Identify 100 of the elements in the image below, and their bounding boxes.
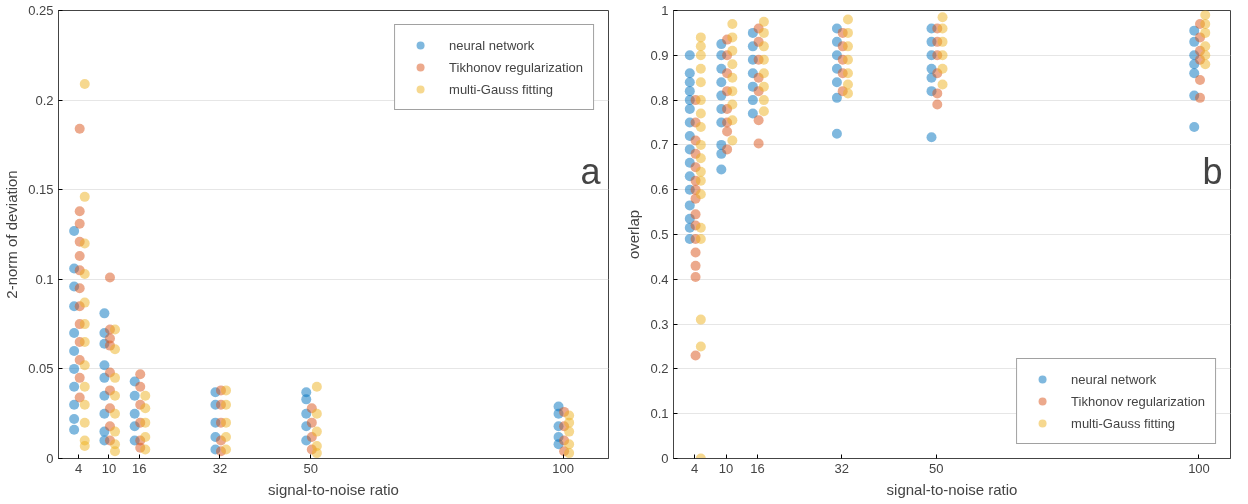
point bbox=[110, 390, 121, 401]
point bbox=[937, 63, 948, 74]
y-tick-label: 0.1 bbox=[35, 271, 54, 287]
x-tick-label: 50 bbox=[303, 460, 319, 476]
y-tick-label: 0.4 bbox=[650, 271, 669, 287]
point bbox=[140, 403, 151, 414]
point bbox=[758, 106, 769, 117]
point bbox=[221, 417, 232, 428]
point bbox=[842, 27, 853, 38]
point bbox=[69, 414, 80, 425]
point bbox=[727, 32, 738, 43]
point bbox=[311, 381, 322, 392]
point bbox=[695, 166, 706, 177]
point bbox=[79, 337, 90, 348]
point bbox=[1200, 50, 1211, 61]
point bbox=[727, 18, 738, 29]
point bbox=[74, 123, 85, 134]
point bbox=[74, 251, 85, 261]
point bbox=[690, 260, 701, 271]
point bbox=[842, 88, 853, 99]
y-tick-label: 0.2 bbox=[35, 92, 54, 108]
point bbox=[716, 164, 727, 175]
y-axis-title: 2-norm of deviation bbox=[3, 170, 21, 299]
point bbox=[79, 319, 90, 330]
point bbox=[1200, 59, 1211, 70]
legend-label: Tikhonov regularization bbox=[1071, 393, 1205, 409]
point bbox=[722, 126, 733, 137]
point bbox=[753, 138, 764, 149]
point bbox=[937, 12, 948, 23]
point bbox=[79, 360, 90, 371]
point bbox=[564, 426, 575, 437]
y-tick-label: 0.3 bbox=[650, 316, 669, 332]
point bbox=[74, 283, 85, 294]
point bbox=[221, 385, 232, 396]
point bbox=[758, 27, 769, 38]
point bbox=[842, 41, 853, 52]
legend-label: neural network bbox=[1071, 371, 1157, 387]
point bbox=[684, 77, 695, 88]
point bbox=[690, 272, 701, 283]
point bbox=[716, 77, 727, 88]
x-tick-label: 10 bbox=[101, 460, 117, 476]
point bbox=[695, 189, 706, 200]
x-tick-label: 32 bbox=[212, 460, 228, 476]
point bbox=[104, 272, 115, 283]
point bbox=[1189, 121, 1200, 132]
point bbox=[74, 218, 85, 229]
point bbox=[727, 86, 738, 97]
point bbox=[727, 115, 738, 126]
point bbox=[695, 175, 706, 186]
point bbox=[747, 95, 758, 106]
point bbox=[301, 394, 312, 405]
x-tick-label: 16 bbox=[132, 460, 147, 476]
point bbox=[758, 95, 769, 106]
point bbox=[831, 77, 842, 88]
point bbox=[695, 121, 706, 132]
point bbox=[695, 314, 706, 325]
point bbox=[695, 63, 706, 74]
point bbox=[695, 41, 706, 52]
point bbox=[311, 448, 322, 459]
point bbox=[690, 209, 701, 220]
point bbox=[69, 328, 80, 339]
y-axis-title: overlap bbox=[625, 209, 643, 260]
annotation: b bbox=[1202, 150, 1223, 192]
point bbox=[135, 381, 146, 392]
point bbox=[937, 79, 948, 90]
point bbox=[79, 238, 90, 249]
point bbox=[758, 41, 769, 52]
point bbox=[1189, 68, 1200, 79]
point bbox=[564, 448, 575, 459]
y-tick-label: 0 bbox=[661, 451, 669, 466]
point bbox=[1200, 18, 1211, 29]
point bbox=[695, 50, 706, 61]
point bbox=[684, 68, 695, 79]
point bbox=[79, 78, 90, 89]
point bbox=[69, 225, 80, 236]
point bbox=[140, 390, 151, 401]
point bbox=[695, 341, 706, 352]
point bbox=[758, 81, 769, 92]
point bbox=[110, 372, 121, 383]
y-tick-label: 0.1 bbox=[650, 406, 669, 422]
point bbox=[727, 135, 738, 146]
point bbox=[937, 50, 948, 61]
point bbox=[831, 128, 842, 139]
x-tick-label: 100 bbox=[552, 460, 574, 476]
point bbox=[79, 417, 90, 428]
point bbox=[747, 108, 758, 119]
point bbox=[842, 14, 853, 25]
point bbox=[110, 426, 121, 437]
x-axis-title: signal-to-noise ratio bbox=[886, 480, 1018, 498]
point bbox=[937, 36, 948, 47]
point bbox=[758, 54, 769, 65]
legend-label: multi-Gauss fitting bbox=[1071, 415, 1176, 431]
y-tick-label: 0.8 bbox=[650, 92, 669, 108]
y-tick-label: 0.25 bbox=[28, 3, 54, 18]
point bbox=[110, 344, 121, 355]
point bbox=[1195, 74, 1206, 85]
point bbox=[932, 88, 943, 99]
point bbox=[221, 399, 232, 410]
point bbox=[221, 444, 232, 455]
y-tick-label: 0.9 bbox=[650, 47, 669, 63]
